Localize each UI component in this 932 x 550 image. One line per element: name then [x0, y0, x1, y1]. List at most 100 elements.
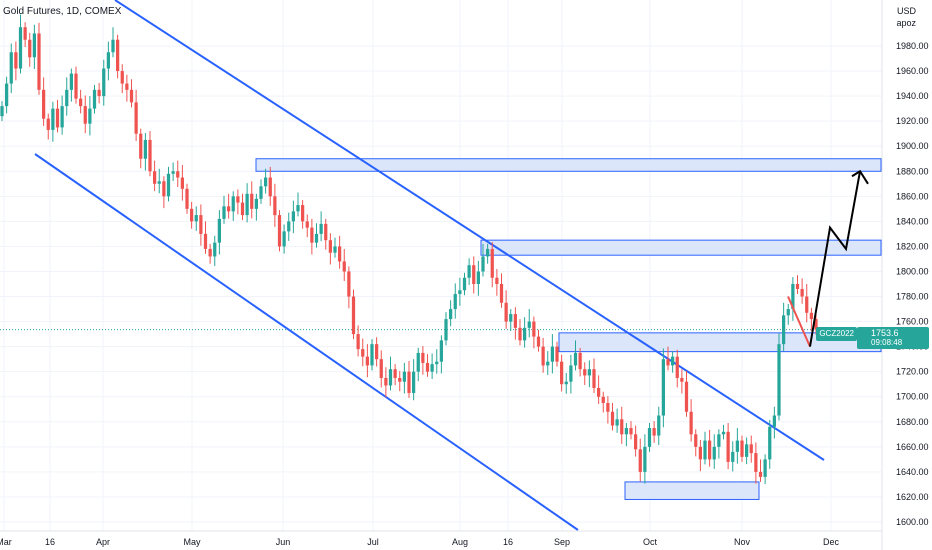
candle-87 [402, 371, 406, 382]
candle-9 [42, 89, 46, 119]
candle-17 [79, 98, 83, 107]
candle-25 [116, 39, 120, 72]
candle-30 [139, 133, 143, 159]
candle-158 [731, 451, 735, 462]
x-tick-label-4: Jun [276, 537, 291, 547]
candle-15 [69, 73, 73, 90]
candle-127 [587, 369, 591, 376]
candle-114 [527, 321, 531, 328]
candle-41 [190, 208, 194, 222]
candle-63 [291, 211, 295, 222]
x-tick-label-6: Aug [452, 537, 468, 547]
candle-56 [259, 186, 263, 199]
candle-59 [273, 196, 277, 216]
zone-3 [624, 481, 760, 500]
candle-115 [532, 321, 536, 337]
y-tick-label-1: 1620.00 [896, 492, 929, 502]
grid-lines [0, 0, 882, 531]
candle-136 [629, 428, 633, 435]
candle-149 [689, 411, 693, 435]
time-axis[interactable]: Mar 16 Apr May Jun Jul Aug 16 Sep Oct Nov Dec [0, 530, 882, 547]
candle-58 [268, 177, 272, 197]
candle-49 [227, 206, 231, 212]
candle-75 [347, 271, 351, 297]
candle-70 [324, 223, 328, 241]
candle-92 [425, 362, 430, 372]
y-tick-label-0: 1600.00 [896, 517, 929, 527]
zone-0 [255, 158, 882, 172]
candle-35 [162, 181, 166, 197]
candle-145 [671, 356, 675, 366]
candle-90 [416, 352, 420, 372]
candle-156 [721, 431, 726, 435]
candle-166 [768, 426, 772, 460]
candle-67 [310, 227, 314, 243]
price-axis[interactable]: 1600.00 1620.00 1640.00 1660.00 1680.00 1700.… [881, 0, 929, 550]
chart-title: Gold Futures, 1D, COMEX [3, 6, 122, 17]
candle-21 [97, 89, 101, 97]
candle-6 [28, 39, 32, 58]
candle-60 [277, 215, 282, 247]
x-tick-label-0: Mar [0, 537, 12, 547]
projection-arrowhead [851, 169, 869, 185]
candle-85 [393, 369, 397, 378]
candle-55 [254, 198, 258, 209]
candle-110 [509, 314, 513, 322]
candle-23 [106, 52, 110, 69]
candle-111 [513, 314, 517, 328]
candle-165 [763, 459, 767, 477]
candle-50 [231, 196, 235, 212]
candle-12 [55, 108, 60, 128]
candle-3 [14, 52, 18, 69]
candle-43 [199, 215, 203, 234]
candle-161 [745, 444, 749, 457]
y-tick-label-15: 1900.00 [896, 141, 929, 151]
candle-83 [384, 377, 388, 386]
candle-46 [213, 242, 217, 257]
candle-79 [365, 356, 369, 366]
candle-86 [398, 377, 402, 382]
candle-167 [772, 415, 776, 427]
candles [0, 14, 818, 485]
candle-122 [564, 381, 568, 385]
candle-125 [578, 352, 582, 370]
candle-1 [5, 83, 9, 107]
y-tick-label-11: 1820.00 [896, 241, 929, 251]
axis-unit-measure: apoz [896, 18, 916, 28]
candle-42 [194, 215, 198, 222]
candle-2 [9, 52, 13, 84]
candle-20 [92, 89, 97, 109]
y-tick-label-17: 1940.00 [896, 91, 929, 101]
sr-zones [255, 158, 882, 500]
candle-159 [735, 440, 739, 452]
candle-34 [157, 181, 161, 184]
candle-138 [638, 449, 642, 472]
candle-40 [185, 188, 189, 209]
candle-124 [573, 352, 578, 366]
candle-71 [328, 240, 332, 253]
candle-135 [624, 428, 628, 435]
candle-36 [166, 173, 171, 197]
candle-173 [800, 289, 804, 297]
last-price-symbol-tag: GCZ2022 [816, 327, 857, 341]
channel-upper-line [114, 0, 825, 461]
candle-170 [786, 309, 790, 316]
candle-118 [546, 361, 550, 366]
last-price-countdown: 09:08:48 [871, 338, 903, 347]
candle-22 [102, 68, 106, 97]
candle-16 [74, 73, 78, 99]
candle-32 [148, 139, 152, 172]
candle-128 [592, 369, 596, 388]
axis-unit-currency: USD [896, 6, 916, 16]
candle-137 [634, 434, 638, 450]
candle-44 [203, 233, 208, 249]
candle-104 [481, 256, 485, 272]
projection-red-segment [787, 296, 811, 348]
candle-141 [652, 428, 656, 436]
candle-80 [370, 344, 374, 366]
candle-29 [134, 102, 138, 134]
candle-98 [453, 294, 457, 310]
candle-53 [245, 193, 249, 216]
candle-88 [407, 371, 411, 393]
